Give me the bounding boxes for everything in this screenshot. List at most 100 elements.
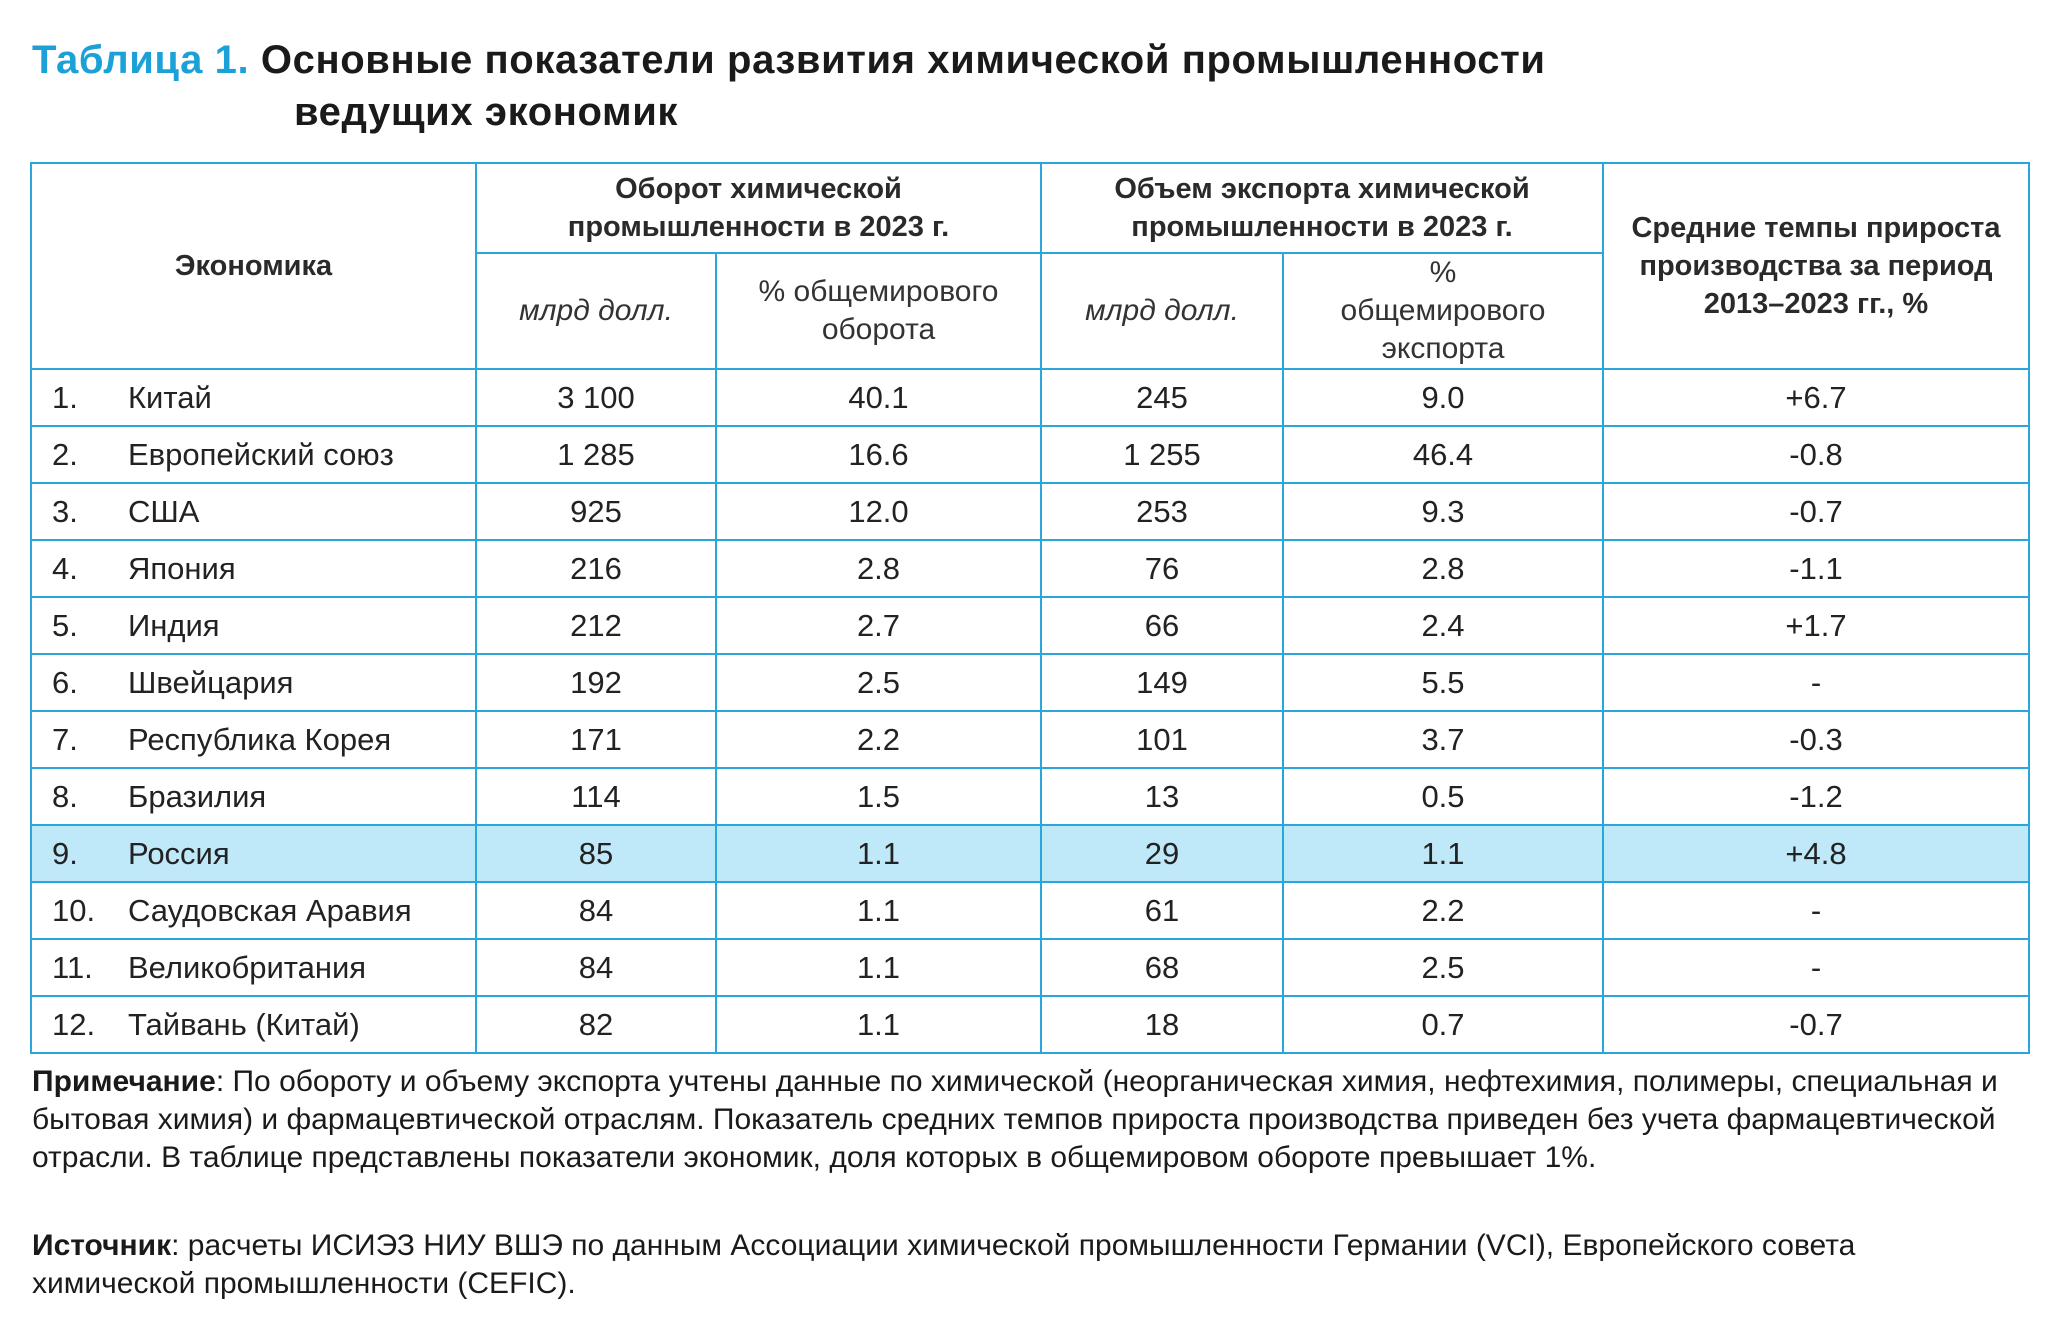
cell-turnover-bn: 85	[475, 824, 717, 883]
cell-export-pct: 9.0	[1282, 368, 1604, 427]
table-row: 1. Китай 3 100 40.1 245 9.0 +6.7	[30, 368, 2030, 427]
cell-export-pct: 2.4	[1282, 596, 1604, 655]
source-paragraph: Источник: расчеты ИСИЭЗ НИУ ВШЭ по данны…	[32, 1227, 2022, 1303]
cell-turnover-bn: 3 100	[475, 368, 717, 427]
cell-turnover-bn: 1 285	[475, 425, 717, 484]
row-number: 1.	[52, 379, 78, 415]
header-export-pct: % общемирового экспорта	[1282, 252, 1604, 370]
cell-export-pct: 5.5	[1282, 653, 1604, 712]
cell-turnover-pct: 2.7	[715, 596, 1042, 655]
economy-name: Саудовская Аравия	[128, 892, 412, 928]
header-turnover-pct: % общемирового оборота	[715, 252, 1042, 370]
table-row: 9. Россия 85 1.1 29 1.1 +4.8	[30, 824, 2030, 883]
cell-turnover-pct: 12.0	[715, 482, 1042, 541]
cell-economy: 11. Великобритания	[30, 938, 477, 997]
cell-export-bn: 13	[1040, 767, 1284, 826]
cell-growth: +1.7	[1602, 596, 2030, 655]
economy-name: США	[128, 493, 200, 529]
cell-economy: 3. США	[30, 482, 477, 541]
cell-turnover-pct: 1.1	[715, 824, 1042, 883]
cell-export-pct: 2.5	[1282, 938, 1604, 997]
header-turnover-bn: млрд долл.	[475, 252, 717, 370]
cell-turnover-pct: 1.1	[715, 995, 1042, 1054]
header-turnover-group: Оборот химической промышленности в 2023 …	[475, 162, 1042, 254]
cell-economy: 10. Саудовская Аравия	[30, 881, 477, 940]
row-number: 11.	[52, 949, 93, 985]
table-row: 12. Тайвань (Китай) 82 1.1 18 0.7 -0.7	[30, 995, 2030, 1054]
economy-name: Швейцария	[128, 664, 294, 700]
cell-export-bn: 29	[1040, 824, 1284, 883]
economy-name: Великобритания	[128, 949, 367, 985]
row-number: 8.	[52, 778, 78, 814]
note-paragraph: Примечание: По обороту и объему экспорта…	[32, 1063, 2022, 1177]
table-row: 4. Япония 216 2.8 76 2.8 -1.1	[30, 539, 2030, 598]
table-body: 1. Китай 3 100 40.1 245 9.0 +6.7 2. Европейский …	[30, 368, 2030, 1054]
table-row: 2. Европейский союз 1 285 16.6 1 255 46.4 -0.8	[30, 425, 2030, 484]
cell-export-pct: 46.4	[1282, 425, 1604, 484]
cell-growth: -0.7	[1602, 995, 2030, 1054]
cell-growth: -1.2	[1602, 767, 2030, 826]
row-number: 12.	[52, 1006, 96, 1042]
economy-name: Япония	[128, 550, 236, 586]
row-number: 10.	[52, 892, 96, 928]
cell-turnover-bn: 925	[475, 482, 717, 541]
cell-turnover-bn: 82	[475, 995, 717, 1054]
cell-export-bn: 61	[1040, 881, 1284, 940]
economy-name: Тайвань (Китай)	[128, 1006, 360, 1042]
economy-name: Европейский союз	[128, 436, 394, 472]
cell-export-pct: 9.3	[1282, 482, 1604, 541]
cell-export-bn: 76	[1040, 539, 1284, 598]
cell-turnover-bn: 212	[475, 596, 717, 655]
table-title: Таблица 1. Основные показатели развития …	[32, 34, 1546, 138]
cell-growth: -0.3	[1602, 710, 2030, 769]
note-text: : По обороту и объему экспорта учтены да…	[32, 1065, 1998, 1174]
cell-growth: -1.1	[1602, 539, 2030, 598]
source-text: : расчеты ИСИЭЗ НИУ ВШЭ по данным Ассоци…	[32, 1229, 1856, 1300]
cell-turnover-pct: 1.1	[715, 938, 1042, 997]
cell-growth: -	[1602, 938, 2030, 997]
table-row: 7. Республика Корея 171 2.2 101 3.7 -0.3	[30, 710, 2030, 769]
cell-turnover-pct: 1.1	[715, 881, 1042, 940]
cell-turnover-bn: 216	[475, 539, 717, 598]
cell-economy: 12. Тайвань (Китай)	[30, 995, 477, 1054]
cell-economy: 6. Швейцария	[30, 653, 477, 712]
cell-economy: 1. Китай	[30, 368, 477, 427]
cell-export-bn: 66	[1040, 596, 1284, 655]
cell-economy: 5. Индия	[30, 596, 477, 655]
table-row: 10. Саудовская Аравия 84 1.1 61 2.2-	[30, 881, 2030, 940]
cell-growth: -	[1602, 881, 2030, 940]
table-row: 6. Швейцария 192 2.5 149 5.5-	[30, 653, 2030, 712]
cell-export-bn: 253	[1040, 482, 1284, 541]
row-number: 2.	[52, 436, 78, 472]
cell-economy: 7. Республика Корея	[30, 710, 477, 769]
cell-growth: -0.8	[1602, 425, 2030, 484]
table-number: Таблица 1.	[32, 38, 250, 82]
header-export-group: Объем экспорта химической промышленности…	[1040, 162, 1604, 254]
note-label: Примечание	[32, 1065, 216, 1098]
economy-name: Индия	[128, 607, 220, 643]
cell-growth: +4.8	[1602, 824, 2030, 883]
cell-export-pct: 2.8	[1282, 539, 1604, 598]
cell-export-pct: 3.7	[1282, 710, 1604, 769]
row-number: 5.	[52, 607, 78, 643]
row-number: 6.	[52, 664, 78, 700]
header-export-bn: млрд долл.	[1040, 252, 1284, 370]
cell-export-bn: 68	[1040, 938, 1284, 997]
cell-export-pct: 1.1	[1282, 824, 1604, 883]
cell-turnover-pct: 1.5	[715, 767, 1042, 826]
cell-turnover-bn: 192	[475, 653, 717, 712]
cell-turnover-pct: 2.8	[715, 539, 1042, 598]
cell-turnover-pct: 16.6	[715, 425, 1042, 484]
cell-export-pct: 0.7	[1282, 995, 1604, 1054]
header-growth: Средние темпы прироста производства за п…	[1602, 162, 2030, 370]
economy-name: Бразилия	[128, 778, 267, 814]
cell-export-bn: 18	[1040, 995, 1284, 1054]
cell-turnover-bn: 84	[475, 938, 717, 997]
cell-export-bn: 149	[1040, 653, 1284, 712]
cell-export-pct: 0.5	[1282, 767, 1604, 826]
cell-turnover-pct: 2.5	[715, 653, 1042, 712]
economy-name: Китай	[128, 379, 212, 415]
cell-turnover-bn: 114	[475, 767, 717, 826]
table-row: 11. Великобритания 84 1.1 68 2.5-	[30, 938, 2030, 997]
source-label: Источник	[32, 1229, 172, 1262]
